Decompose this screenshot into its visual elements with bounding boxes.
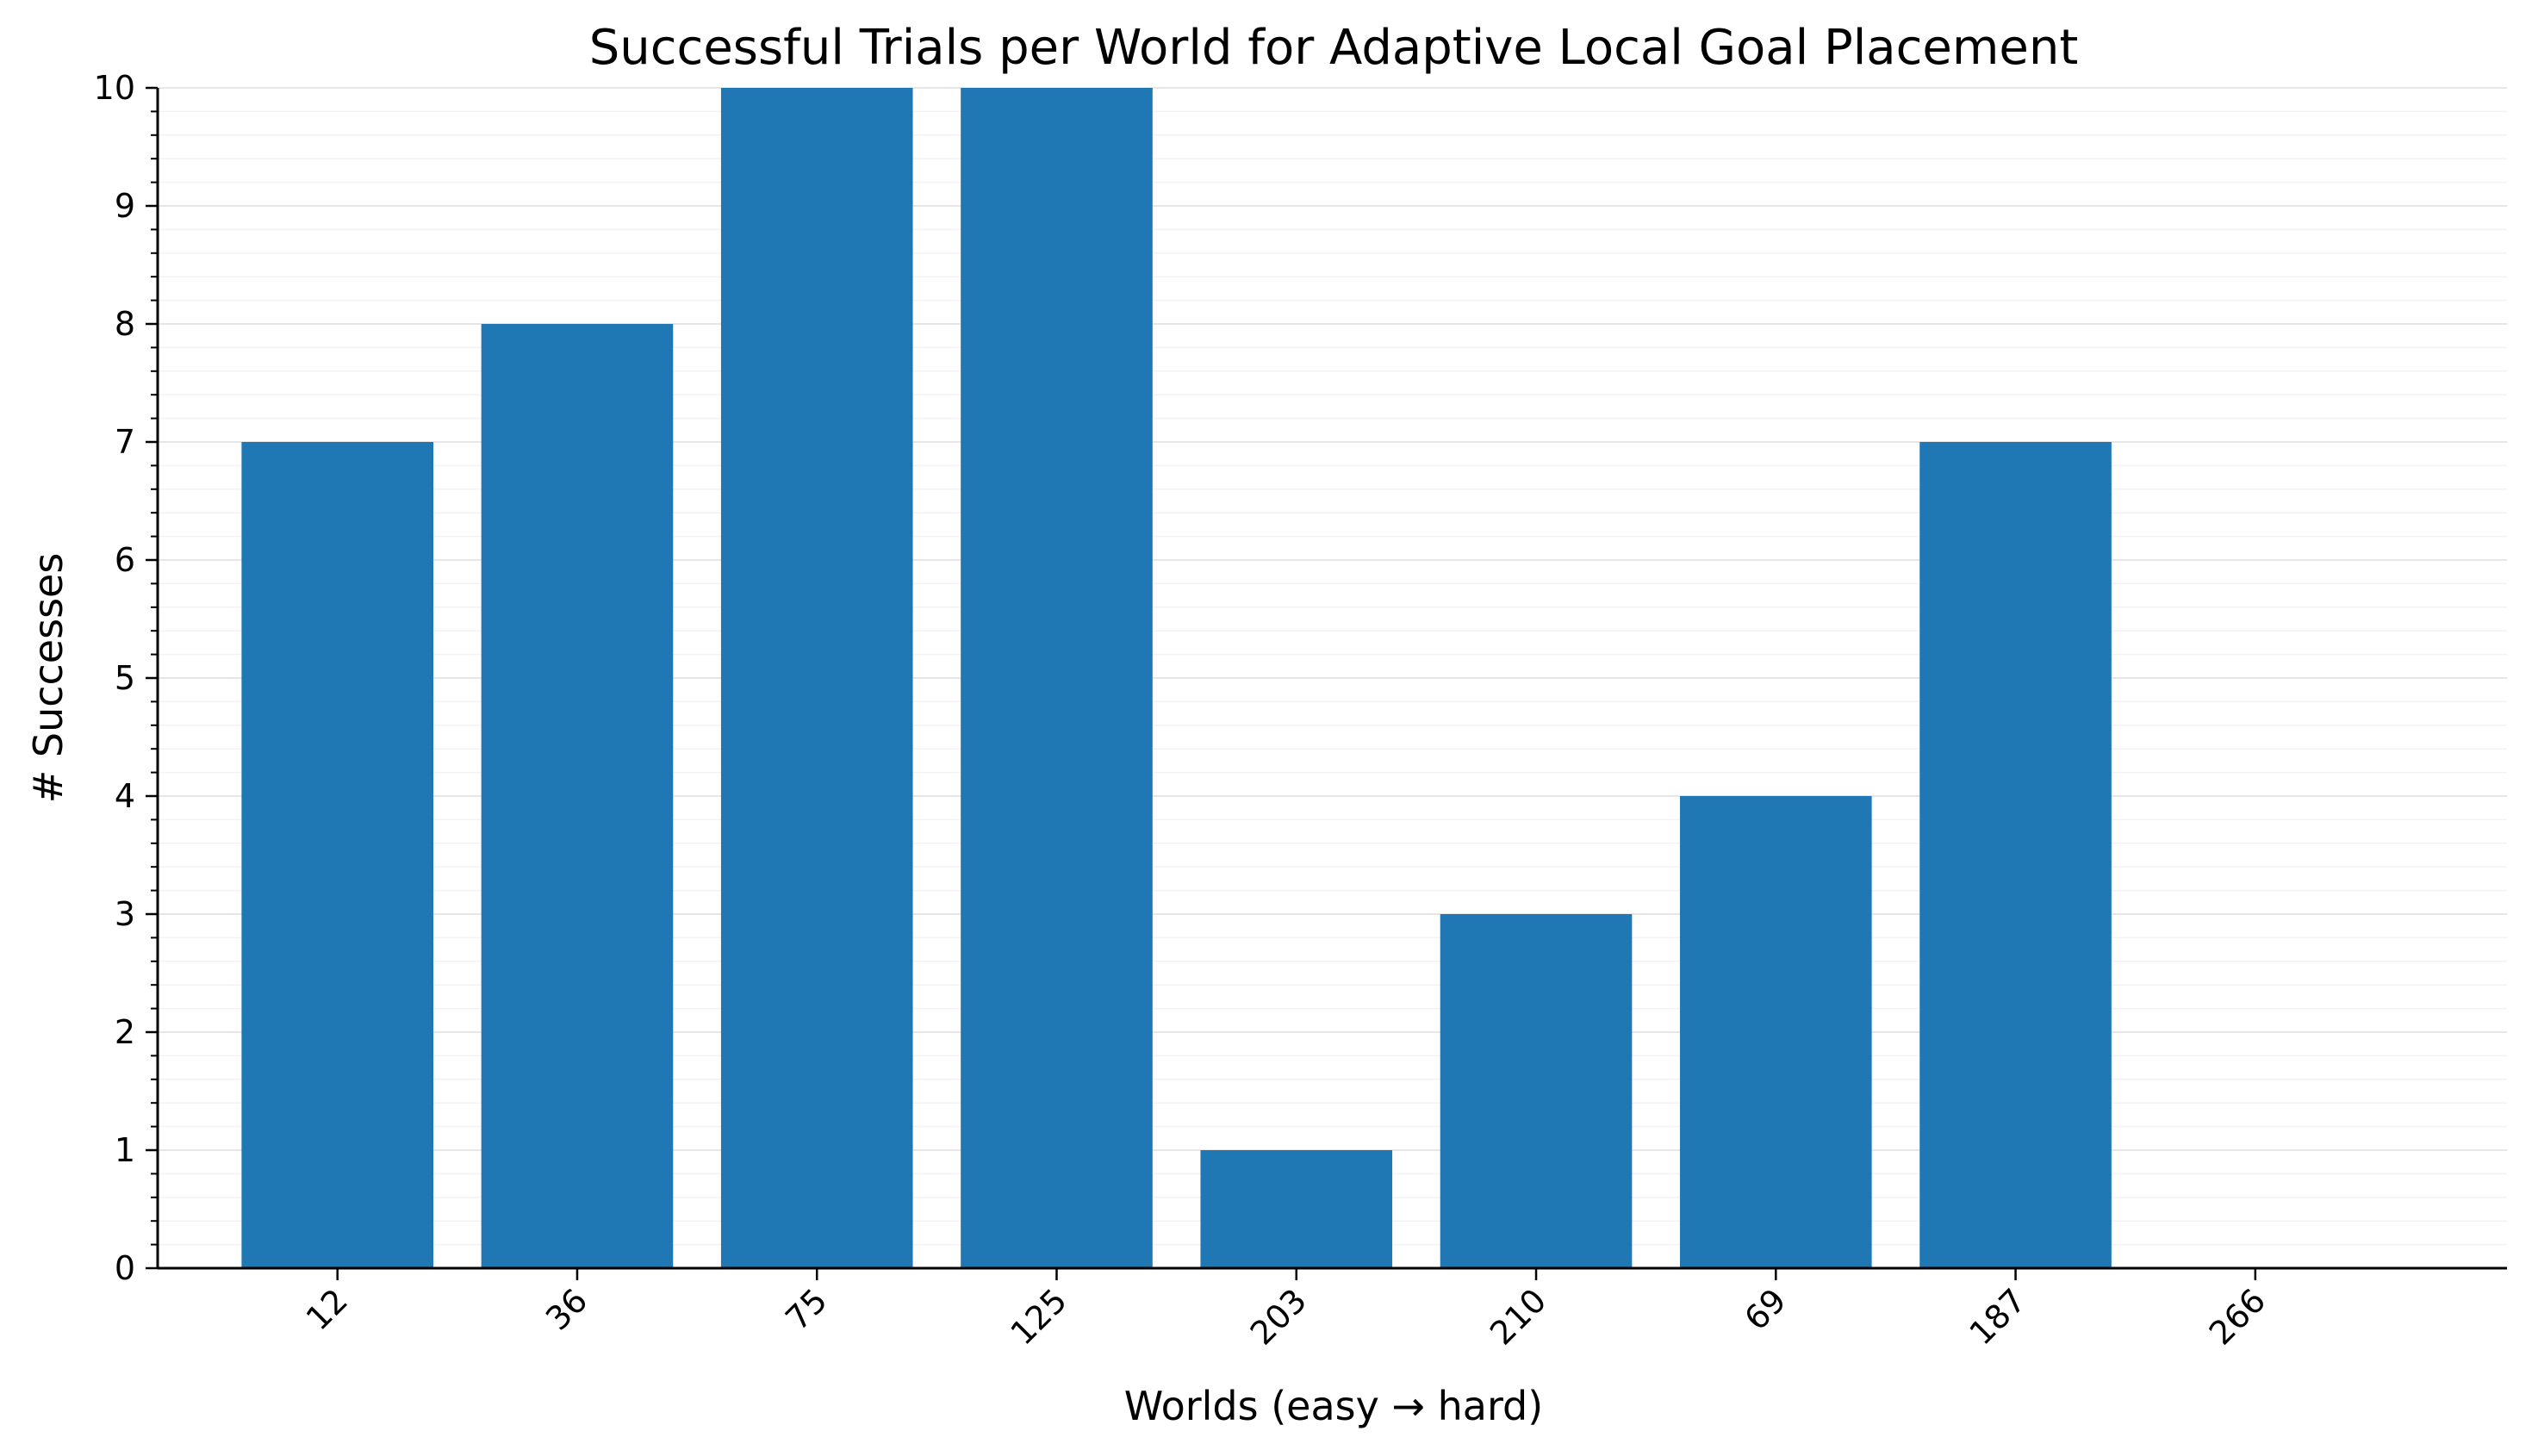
y-axis-label: # Successes — [25, 553, 72, 804]
bar-36 — [481, 324, 674, 1268]
bar-203 — [1200, 1150, 1393, 1268]
x-tick-label: 125 — [1003, 1281, 1073, 1352]
x-axis-ticks: 12 36 75 125 203 210 69 187 266 — [299, 1268, 2273, 1353]
bar-187 — [1919, 442, 2112, 1268]
bar-75 — [720, 88, 913, 1268]
y-axis-ticks: 0 1 2 3 4 5 6 7 8 9 10 — [94, 69, 158, 1287]
x-tick-label: 69 — [1737, 1281, 1793, 1337]
y-tick-label: 8 — [115, 305, 135, 343]
x-tick-label: 75 — [778, 1281, 834, 1337]
x-tick-label: 210 — [1483, 1281, 1553, 1352]
bar-210 — [1440, 914, 1633, 1268]
bar-125 — [961, 88, 1153, 1268]
x-tick-label: 266 — [2202, 1281, 2273, 1352]
y-tick-label: 1 — [115, 1131, 135, 1169]
y-tick-label: 7 — [115, 423, 135, 461]
y-tick-label: 0 — [115, 1249, 135, 1287]
x-tick-label: 12 — [299, 1281, 355, 1337]
y-tick-label: 4 — [115, 777, 135, 815]
y-tick-label: 6 — [115, 541, 135, 579]
bar-12 — [241, 442, 434, 1268]
y-tick-label: 3 — [115, 895, 135, 933]
bar-69 — [1679, 796, 1872, 1268]
x-tick-label: 203 — [1243, 1281, 1314, 1352]
y-tick-label: 2 — [115, 1013, 135, 1051]
x-tick-label: 187 — [1963, 1281, 2033, 1352]
x-tick-label: 36 — [538, 1281, 594, 1337]
y-tick-label: 10 — [94, 69, 135, 107]
y-tick-label: 9 — [115, 187, 135, 225]
chart-title: Successful Trials per World for Adaptive… — [589, 20, 2079, 76]
bars-group — [241, 88, 2112, 1268]
x-axis-label: Worlds (easy → hard) — [1124, 1383, 1543, 1429]
y-tick-label: 5 — [115, 659, 135, 697]
